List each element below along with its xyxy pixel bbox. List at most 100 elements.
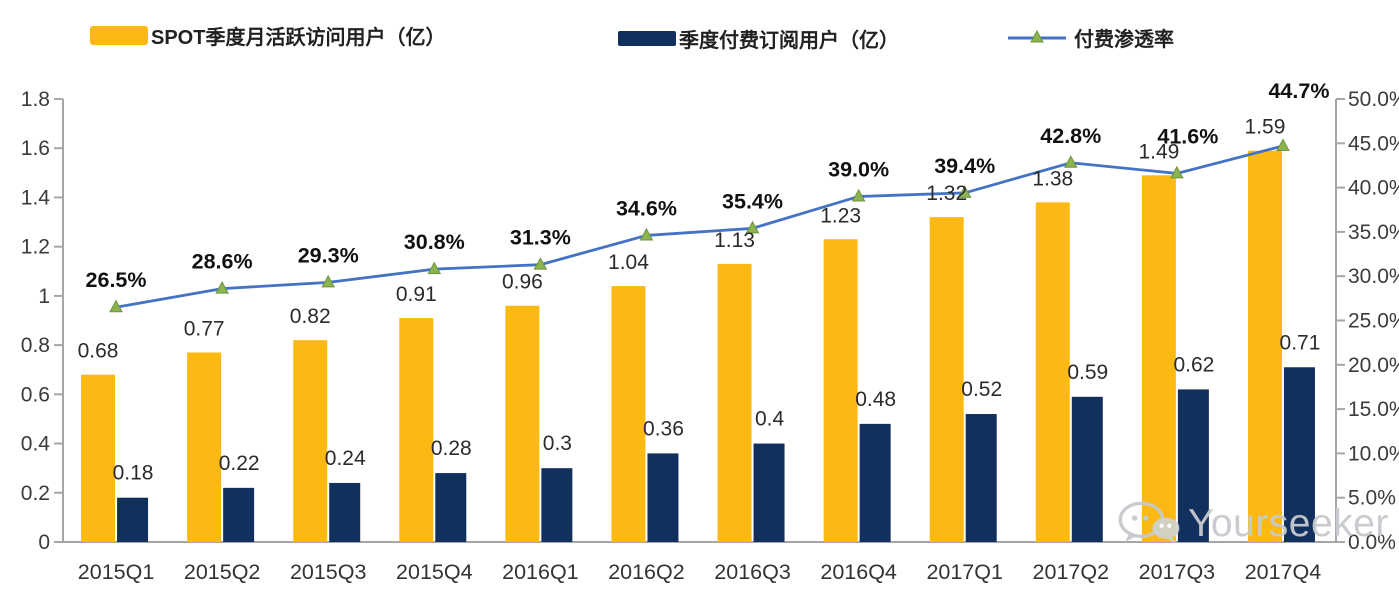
bar-mau xyxy=(1035,202,1070,542)
x-axis-category-label: 2017Q1 xyxy=(926,560,1003,584)
right-axis-tick-label: 30.0% xyxy=(1348,265,1399,288)
left-axis-tick-label: 0.8 xyxy=(21,334,50,357)
mau-value-label: 0.91 xyxy=(396,283,437,306)
right-axis-tick-label: 45.0% xyxy=(1348,132,1399,155)
penetration-value-label: 29.3% xyxy=(298,243,359,267)
triangle-marker-icon xyxy=(851,188,866,202)
right-axis-tick-label: 15.0% xyxy=(1348,398,1399,421)
bar-subscribers xyxy=(223,487,255,542)
x-axis-category-label: 2016Q4 xyxy=(820,560,897,584)
x-axis-category-label: 2017Q2 xyxy=(1033,560,1110,584)
bar-mau xyxy=(717,263,752,542)
bar-mau xyxy=(187,352,222,542)
mau-value-label: 0.96 xyxy=(502,271,543,294)
penetration-value-label: 39.4% xyxy=(934,154,995,178)
bar-subscribers xyxy=(753,443,785,542)
x-axis-category-label: 2016Q2 xyxy=(608,560,685,584)
subscribers-value-label: 0.18 xyxy=(113,462,154,485)
subscribers-value-label: 0.3 xyxy=(543,432,572,455)
mau-value-label: 1.32 xyxy=(926,182,967,205)
triangle-marker-icon xyxy=(957,185,972,198)
mau-value-label: 1.04 xyxy=(608,251,649,274)
right-axis-tick-label: 50.0% xyxy=(1348,88,1399,111)
penetration-value-label: 39.0% xyxy=(828,157,889,181)
mau-value-label: 0.77 xyxy=(184,317,225,340)
subscribers-value-label: 0.59 xyxy=(1067,361,1108,384)
bar-subscribers xyxy=(329,482,361,542)
legend-item-subscribers: 季度付费订阅用户（亿） xyxy=(618,24,899,53)
right-axis-tick-label: 40.0% xyxy=(1348,177,1399,200)
x-axis-category-label: 2017Q4 xyxy=(1245,560,1322,584)
subscribers-value-label: 0.28 xyxy=(431,437,472,460)
subscribers-value-label: 0.48 xyxy=(855,388,896,411)
x-axis-category-label: 2015Q1 xyxy=(78,560,155,584)
subscribers-legend-label: 季度付费订阅用户（亿） xyxy=(679,30,899,52)
right-axis-tick-label: 35.0% xyxy=(1348,221,1399,244)
penetration-value-label: 34.6% xyxy=(616,196,677,220)
subscribers-value-label: 0.52 xyxy=(961,378,1002,401)
bar-mau xyxy=(611,286,646,542)
penetration-value-label: 30.8% xyxy=(404,230,465,254)
x-axis-category-label: 2016Q3 xyxy=(714,560,791,584)
triangle-marker-icon xyxy=(321,274,336,288)
mau-value-label: 1.59 xyxy=(1245,116,1286,139)
subscribers-value-label: 0.62 xyxy=(1173,353,1214,376)
triangle-marker-icon xyxy=(427,261,442,275)
legend-item-mau: SPOT季度月活跃访问用户（亿） xyxy=(90,21,445,50)
mau-value-label: 1.49 xyxy=(1138,140,1179,163)
subscribers-value-label: 0.24 xyxy=(325,447,366,470)
left-axis-tick-label: 0.6 xyxy=(21,383,50,406)
subscribers-value-label: 0.4 xyxy=(755,408,785,431)
triangle-marker-icon xyxy=(1276,138,1290,151)
right-axis-tick-label: 10.0% xyxy=(1348,442,1399,465)
left-axis-tick-label: 0.2 xyxy=(21,482,50,505)
bar-mau xyxy=(399,318,434,542)
bar-subscribers xyxy=(541,468,573,542)
right-axis-tick-label: 25.0% xyxy=(1348,310,1399,333)
triangle-marker-icon xyxy=(1170,165,1184,179)
triangle-marker-icon xyxy=(1030,29,1044,42)
bar-subscribers xyxy=(1071,396,1103,542)
bar-subscribers xyxy=(1177,389,1209,542)
penetration-value-label: 41.6% xyxy=(1157,124,1218,148)
mau-value-label: 1.38 xyxy=(1032,167,1073,190)
x-axis-category-label: 2015Q2 xyxy=(184,560,261,584)
bar-mau xyxy=(1247,150,1282,542)
bar-subscribers xyxy=(435,473,467,542)
bar-mau xyxy=(505,305,540,542)
left-axis-tick-label: 1 xyxy=(38,285,50,308)
bar-subscribers xyxy=(965,414,997,542)
mau-value-label: 1.23 xyxy=(820,204,861,227)
subscribers-value-label: 0.36 xyxy=(643,417,684,440)
left-axis-tick-label: 0 xyxy=(38,531,50,554)
bar-subscribers xyxy=(859,423,891,542)
bar-mau xyxy=(929,217,964,542)
left-axis-tick-label: 1.2 xyxy=(21,236,50,259)
left-axis-tick-label: 0.4 xyxy=(21,433,51,456)
triangle-marker-icon xyxy=(109,299,123,313)
right-axis-tick-label: 5.0% xyxy=(1348,487,1396,510)
subscribers-value-label: 0.22 xyxy=(219,452,260,475)
bar-subscribers xyxy=(1283,367,1315,542)
left-axis-tick-label: 1.4 xyxy=(21,186,51,209)
penetration-value-label: 35.4% xyxy=(722,189,783,213)
left-axis-tick-label: 1.6 xyxy=(21,137,50,160)
bar-mau xyxy=(293,340,328,542)
bar-mau xyxy=(823,239,858,543)
x-axis-category-label: 2015Q3 xyxy=(290,560,367,584)
bar-mau xyxy=(1141,175,1176,543)
penetration-value-label: 44.7% xyxy=(1268,79,1329,103)
subscribers-value-label: 0.71 xyxy=(1280,331,1321,354)
mau-legend-label: SPOT季度月活跃访问用户（亿） xyxy=(151,27,446,49)
right-axis-tick-label: 0.0% xyxy=(1348,531,1396,554)
penetration-value-label: 42.8% xyxy=(1040,124,1101,148)
x-axis-category-label: 2015Q4 xyxy=(396,560,473,584)
mau-value-label: 0.68 xyxy=(78,340,119,363)
bar-subscribers xyxy=(117,497,149,542)
penetration-legend-label: 付费渗透率 xyxy=(1074,29,1174,51)
bar-subscribers xyxy=(647,453,679,542)
triangle-marker-icon xyxy=(1063,155,1078,168)
x-axis-category-label: 2017Q3 xyxy=(1139,560,1216,584)
penetration-value-label: 26.5% xyxy=(86,268,147,292)
